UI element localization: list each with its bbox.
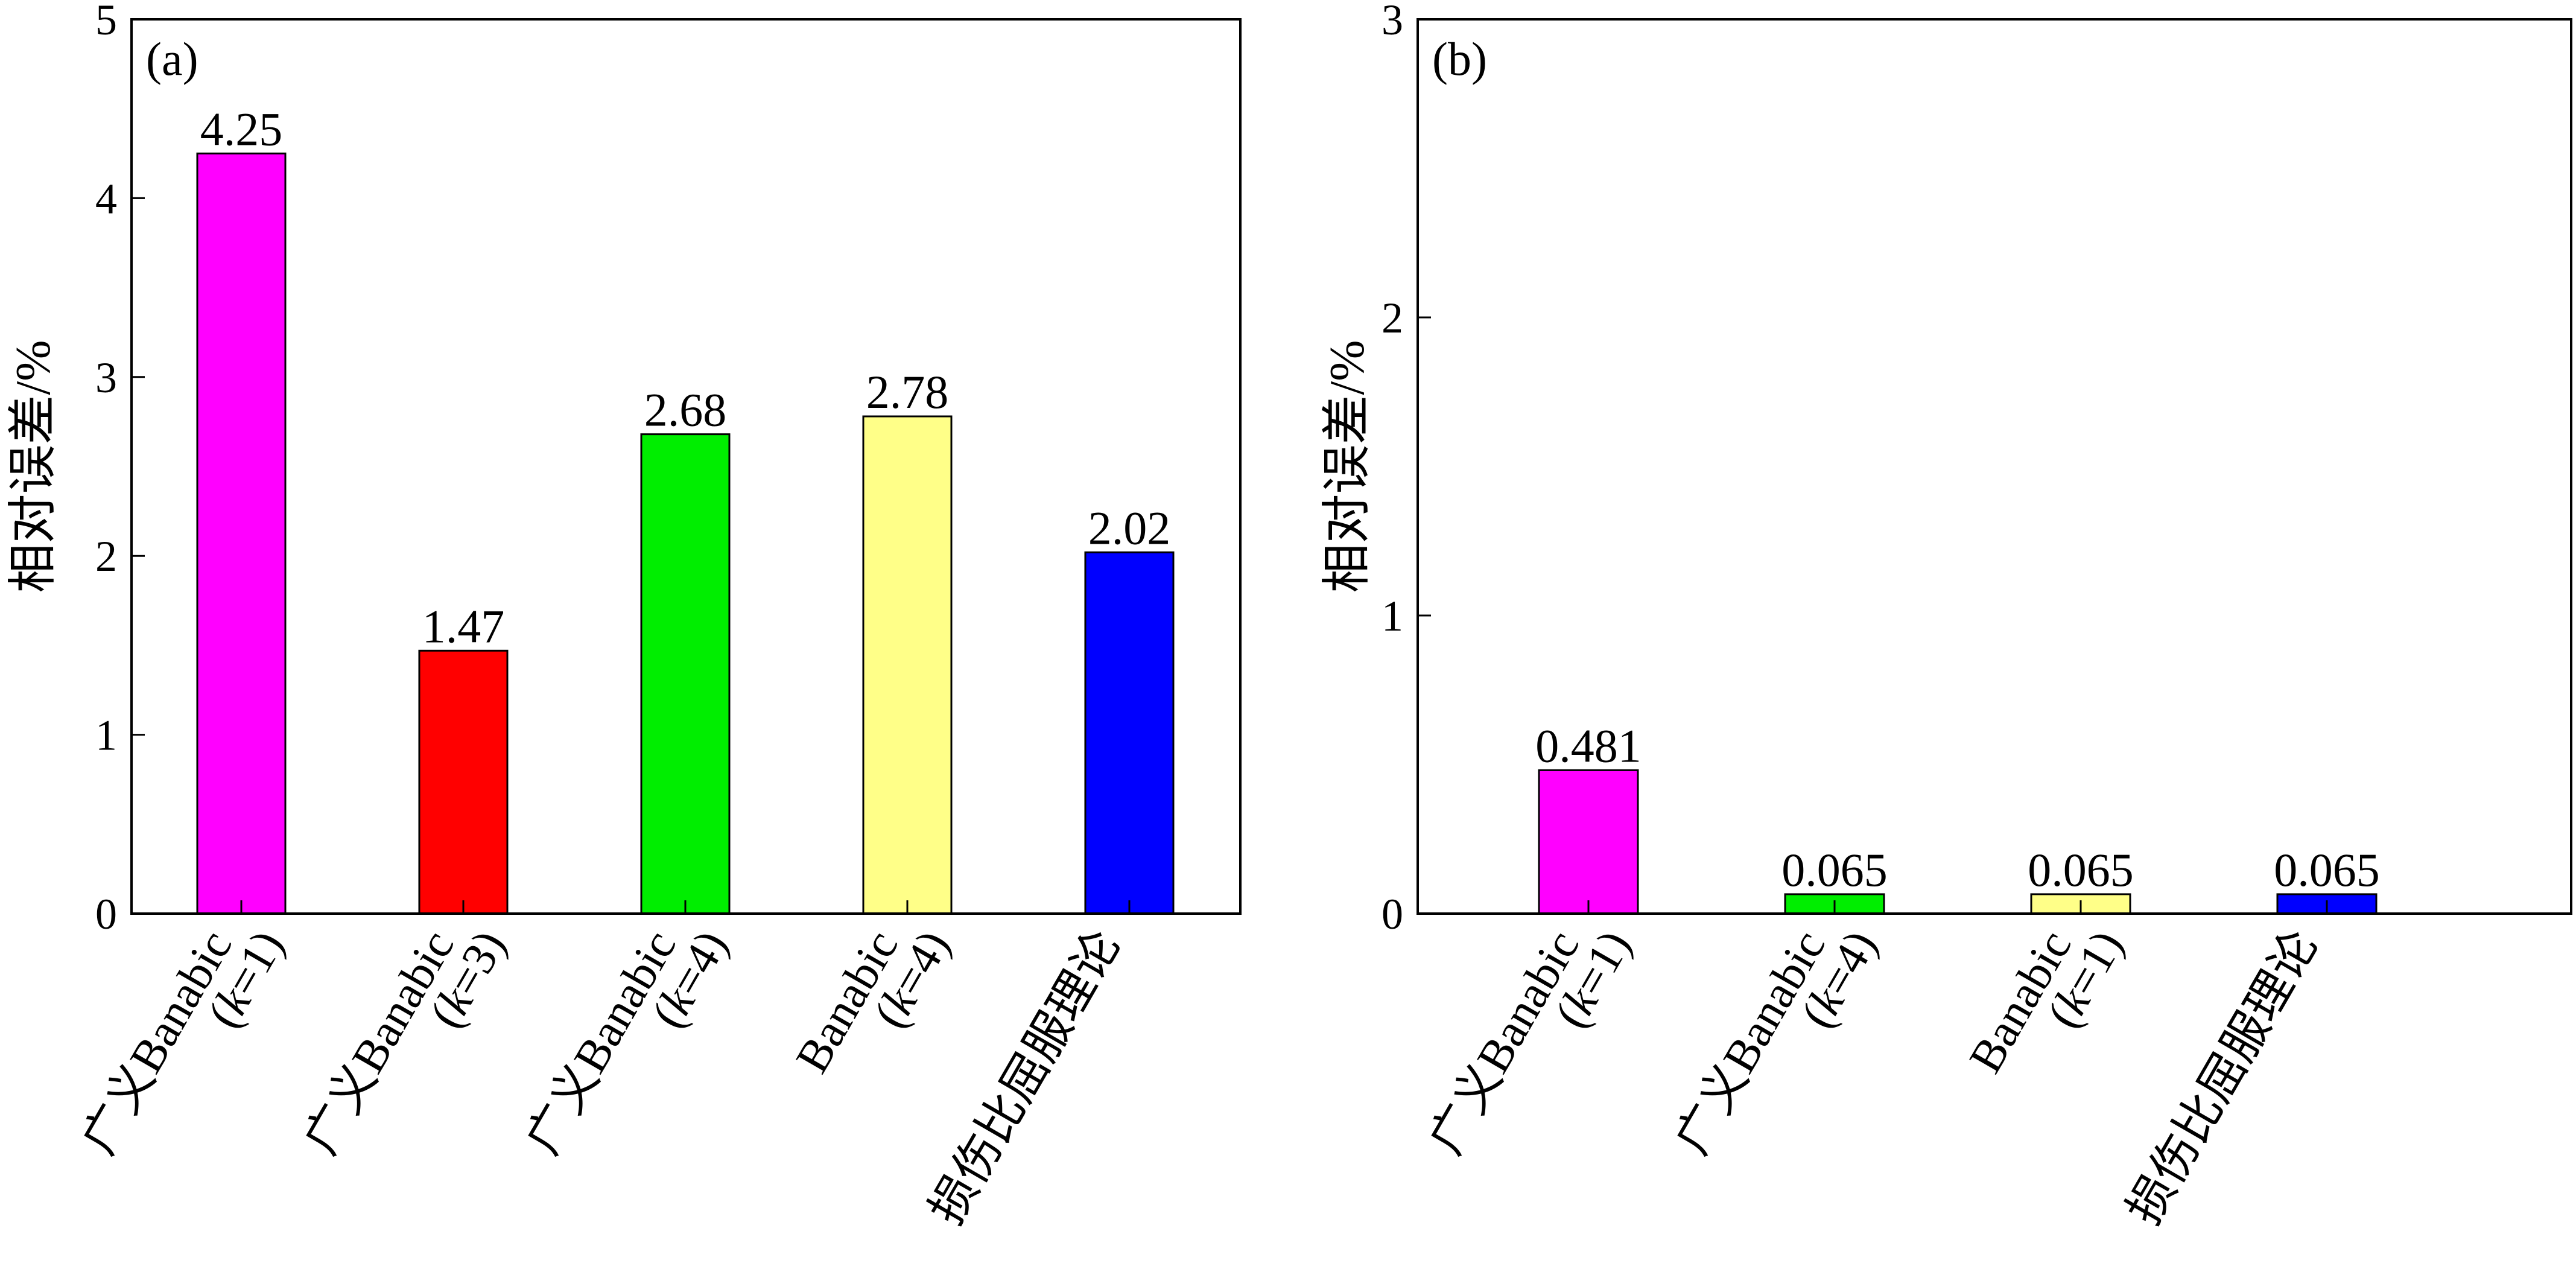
panel-tag: (b) <box>1432 33 1487 85</box>
plot-frame <box>130 18 1242 915</box>
y-tick-label-0: 0 <box>1382 890 1403 938</box>
category-label-3-line1: 广义Banabic <box>516 921 686 1163</box>
data-label-2: 1.47 <box>422 600 505 652</box>
data-label-2: 0.065 <box>1781 844 1888 896</box>
data-label-4: 0.065 <box>2274 844 2380 896</box>
y-tick-label-2: 2 <box>95 532 117 581</box>
panel-tag: (a) <box>146 33 198 85</box>
category-label-2-line1: 广义Banabic <box>294 921 464 1163</box>
y-tick-label-0: 0 <box>95 890 117 938</box>
y-axis-title: 相对误差/% <box>1319 340 1374 593</box>
bar-2 <box>418 649 509 915</box>
data-label-4: 2.78 <box>866 366 949 418</box>
y-tick-label-1: 1 <box>1382 592 1403 640</box>
category-label-2-line1: 广义Banabic <box>1666 921 1835 1163</box>
category-label-4-line1: 损伤比屈服理论 <box>2117 921 2327 1233</box>
y-axis-title: 相对误差/% <box>5 340 60 593</box>
plot-frame <box>1416 18 2572 915</box>
y-tick-label-4: 4 <box>95 174 117 223</box>
bar-1 <box>196 152 287 915</box>
bar-4 <box>862 415 953 915</box>
bar-5 <box>1084 551 1175 915</box>
y-tick-label-5: 5 <box>95 0 117 44</box>
category-label-5-line1: 损伤比屈服理论 <box>919 921 1129 1233</box>
category-label-1-line1: 广义Banabic <box>72 921 242 1163</box>
bar-1 <box>1538 769 1639 915</box>
y-tick-label-3: 3 <box>1382 0 1403 44</box>
y-tick-label-1: 1 <box>95 711 117 760</box>
data-label-1: 4.25 <box>200 103 283 155</box>
data-label-3: 0.065 <box>2028 844 2134 896</box>
data-label-3: 2.68 <box>644 384 727 436</box>
chart-panel-a: 4.25广义Banabic(k=1)1.47广义Banabic(k=3)2.68… <box>5 0 1242 1233</box>
data-label-1: 0.481 <box>1535 719 1642 772</box>
data-label-5: 2.02 <box>1088 501 1171 554</box>
y-tick-label-3: 3 <box>95 354 117 402</box>
chart-panel-b: 0.481广义Banabic(k=1)0.065广义Banabic(k=4)0.… <box>1319 0 2572 1233</box>
category-label-1-line1: 广义Banabic <box>1420 921 1589 1163</box>
y-tick-label-2: 2 <box>1382 294 1403 342</box>
bar-3 <box>640 433 731 915</box>
